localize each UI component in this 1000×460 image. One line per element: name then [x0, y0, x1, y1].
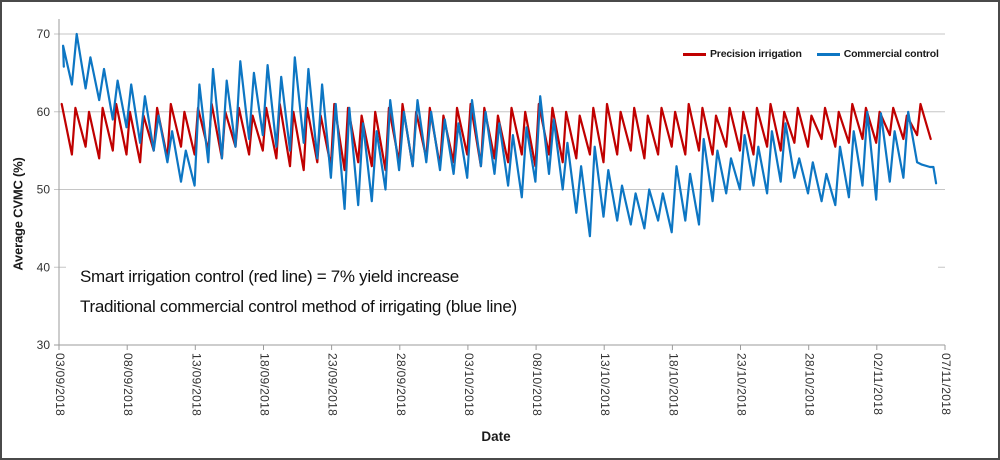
x-tick-label: 03/09/2018: [53, 353, 67, 416]
x-tick-label: 03/10/2018: [462, 353, 476, 416]
y-tick-label-70: 70: [37, 27, 51, 41]
x-tick-label: 23/09/2018: [326, 353, 340, 416]
x-tick-label: 18/09/2018: [258, 353, 272, 416]
x-axis-title: Date: [481, 429, 511, 444]
legend-label-precision-irrigation: Precision irrigation: [710, 48, 802, 60]
legend-label-commercial-control: Commercial control: [843, 48, 939, 60]
x-tick-label: 13/10/2018: [598, 353, 612, 416]
x-tick-label: 18/10/2018: [666, 353, 680, 416]
legend-line-commercial-control: [816, 52, 840, 56]
legend-line-precision-irrigation: [683, 52, 706, 56]
y-tick-label-30: 30: [37, 338, 51, 352]
y-tick-label-50: 50: [37, 183, 51, 197]
series-line-commercial-control: [61, 32, 938, 238]
y-axis-title: Average CVMC (%): [10, 157, 26, 271]
x-tick-label: 07/11/2018: [939, 353, 953, 415]
x-tick-label: 23/10/2018: [735, 353, 749, 416]
annotation-line-2: Traditional commercial control method of…: [80, 297, 517, 316]
annotation-box: Smart irrigation control (red line) = 7%…: [66, 250, 938, 330]
y-tick-label-60: 60: [37, 105, 51, 119]
legend: Precision irrigation Commercial control: [683, 48, 939, 60]
x-tick-label: 28/09/2018: [394, 353, 408, 416]
y-tick-label-40: 40: [37, 260, 51, 274]
x-tick-label: 13/09/2018: [189, 353, 203, 416]
x-tick-label: 28/10/2018: [803, 353, 817, 416]
annotation-line-1: Smart irrigation control (red line) = 7%…: [80, 267, 459, 286]
x-tick-label: 02/11/2018: [871, 353, 885, 415]
x-tick-label: 08/10/2018: [530, 353, 544, 416]
x-tick-label: 08/09/2018: [121, 353, 135, 416]
